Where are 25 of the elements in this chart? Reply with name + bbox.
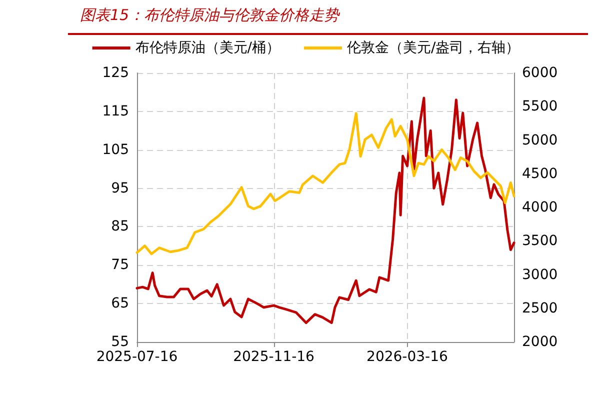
y-tick-label: 115 [102,103,129,120]
y2-tick-label: 4000 [522,200,558,216]
legend-label: 伦敦金（美元/盎司，右轴） [347,40,520,56]
y-tick-label: 95 [111,180,129,196]
y2-tick-label: 2500 [522,300,558,316]
x-tick-label: 2025-07-16 [96,349,178,365]
y2-tick-label: 5000 [522,132,558,148]
y-tick-label: 75 [111,257,129,274]
y2-tick-label: 5500 [522,98,558,115]
line-series [136,112,516,256]
y2-tick-label: 3000 [522,266,558,283]
y-tick-label: 125 [102,65,129,81]
x-tick-label: 2025-11-16 [233,349,315,365]
y2-tick-label: 6000 [522,65,558,81]
y2-tick-label: 4500 [522,166,558,182]
y-tick-label: 55 [111,334,129,350]
y-tick-label: 85 [111,218,129,235]
y2-tick-label: 2000 [522,334,558,350]
y-tick-label: 105 [102,142,129,158]
chart-title: 图表15：布伦特原油与伦敦金价格走势 [80,6,340,25]
legend-label: 布伦特原油（美元/桶） [135,40,280,56]
x-tick-label: 2026-03-16 [366,349,448,365]
line-series [136,96,516,324]
y2-tick-label: 3500 [522,233,558,250]
y-tick-label: 65 [111,296,129,312]
